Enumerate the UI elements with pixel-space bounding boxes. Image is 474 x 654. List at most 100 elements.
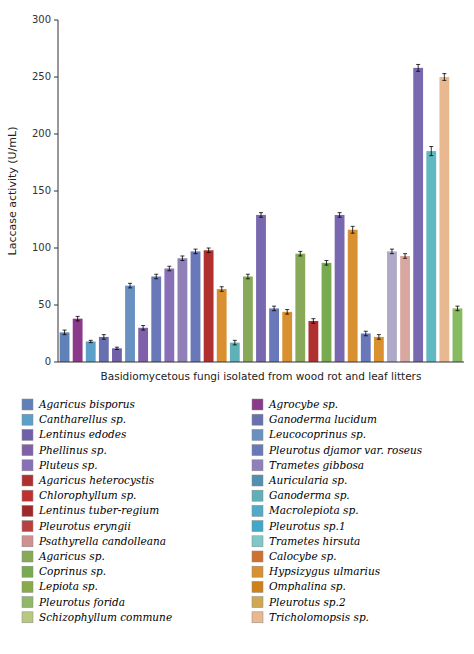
- y-tick: [54, 77, 58, 78]
- legend-swatch: [252, 521, 263, 532]
- error-bar: [403, 254, 407, 259]
- error-bar: [272, 306, 276, 311]
- legend-swatch: [252, 460, 263, 471]
- bar: [191, 251, 201, 362]
- error-bar: [246, 274, 250, 279]
- legend-swatch: [252, 505, 263, 516]
- error-bar: [324, 261, 328, 266]
- error-bar: [141, 326, 145, 331]
- legend-label: Pleurotus eryngii: [38, 520, 131, 532]
- legend-swatch: [22, 414, 33, 425]
- bar: [204, 250, 214, 362]
- legend-swatch: [22, 612, 33, 623]
- legend-swatch: [252, 445, 263, 456]
- legend-label: Pleurotus forida: [38, 596, 125, 608]
- y-tick: [54, 191, 58, 192]
- legend-label: Pluteus sp.: [38, 459, 98, 471]
- legend-label: Auricularia sp.: [268, 474, 347, 486]
- bar: [282, 312, 292, 362]
- legend-swatch: [252, 597, 263, 608]
- chart: 0 50 100 150 200 250 300 Laccase activity (U/mL…: [0, 0, 474, 654]
- error-bar: [416, 64, 420, 71]
- legend-label: Chlorophyllum sp.: [39, 489, 136, 501]
- y-tick: [54, 134, 58, 135]
- legend-swatch: [22, 460, 33, 471]
- y-tick: [54, 248, 58, 249]
- bars: [60, 64, 463, 362]
- legend-swatch: [22, 566, 33, 577]
- legend-swatch: [252, 429, 263, 440]
- y-tick: [54, 362, 58, 363]
- y-tick-label: 150: [32, 185, 51, 196]
- legend-label: Agaricus heterocystis: [38, 474, 155, 486]
- error-bar: [102, 335, 106, 340]
- error-bar: [311, 319, 315, 324]
- bar: [99, 337, 109, 362]
- legend-label: Trametes hirsuta: [269, 535, 360, 547]
- legend-label: Agaricus bisporus: [38, 398, 136, 410]
- legend: Agaricus bisporus Agrocybe sp. Cantharellu…: [22, 398, 423, 623]
- bar: [374, 337, 384, 362]
- error-bar: [128, 283, 132, 288]
- error-bar: [167, 266, 171, 271]
- legend-swatch: [252, 490, 263, 501]
- bar: [439, 77, 449, 362]
- legend-label: Cantharellus sp.: [39, 413, 126, 425]
- error-bar: [76, 316, 80, 321]
- y-tick-label: 100: [32, 242, 51, 253]
- legend-swatch: [252, 551, 263, 562]
- error-bar: [259, 213, 263, 218]
- error-bar: [351, 226, 355, 233]
- y-tick-label: 200: [32, 128, 51, 139]
- legend-label: Ganoderma sp.: [269, 489, 350, 501]
- y-tick-label: 0: [45, 356, 51, 367]
- bar: [217, 289, 227, 362]
- bar: [243, 277, 253, 363]
- legend-swatch: [252, 399, 263, 410]
- bar: [256, 215, 266, 362]
- legend-label: Lentinus tuber-regium: [38, 504, 159, 516]
- bar: [387, 251, 397, 362]
- legend-swatch: [252, 475, 263, 486]
- legend-label: Agaricus sp.: [38, 550, 105, 562]
- y-tick-label: 250: [32, 71, 51, 82]
- error-bar: [285, 310, 289, 315]
- bar: [178, 258, 188, 362]
- legend-label: Lentinus edodes: [38, 428, 127, 440]
- y-tick-label: 300: [32, 14, 51, 25]
- bar: [413, 68, 423, 362]
- error-bar: [154, 274, 158, 279]
- bar: [308, 321, 318, 362]
- legend-label: Agrocybe sp.: [268, 398, 338, 410]
- legend-swatch: [22, 536, 33, 547]
- legend-swatch: [22, 597, 33, 608]
- error-bar: [89, 340, 93, 342]
- legend-swatch: [252, 581, 263, 592]
- y-tick: [54, 305, 58, 306]
- bar: [269, 308, 279, 362]
- legend-label: Calocybe sp.: [269, 550, 337, 562]
- legend-swatch: [22, 429, 33, 440]
- error-bar: [442, 74, 446, 81]
- legend-label: Tricholomopsis sp.: [269, 611, 369, 623]
- y-axis-label: Laccase activity (U/mL): [6, 127, 19, 256]
- bar: [295, 254, 305, 362]
- bar: [164, 269, 174, 362]
- legend-label: Psathyrella candolleana: [38, 535, 166, 547]
- legend-label: Pleurotus sp.2: [268, 596, 346, 608]
- legend-swatch: [22, 399, 33, 410]
- error-bar: [455, 306, 459, 311]
- bar: [361, 334, 371, 363]
- legend-swatch: [252, 566, 263, 577]
- legend-swatch: [22, 551, 33, 562]
- y-tick-label: 50: [38, 299, 51, 310]
- y-tick: [54, 20, 58, 21]
- error-bar: [207, 248, 211, 253]
- error-bar: [63, 330, 67, 335]
- legend-label: Coprinus sp.: [39, 565, 106, 577]
- legend-label: Leucocoprinus sp.: [268, 428, 366, 440]
- error-bar: [194, 249, 198, 254]
- bar: [230, 343, 240, 362]
- bar: [400, 256, 410, 362]
- legend-swatch: [252, 536, 263, 547]
